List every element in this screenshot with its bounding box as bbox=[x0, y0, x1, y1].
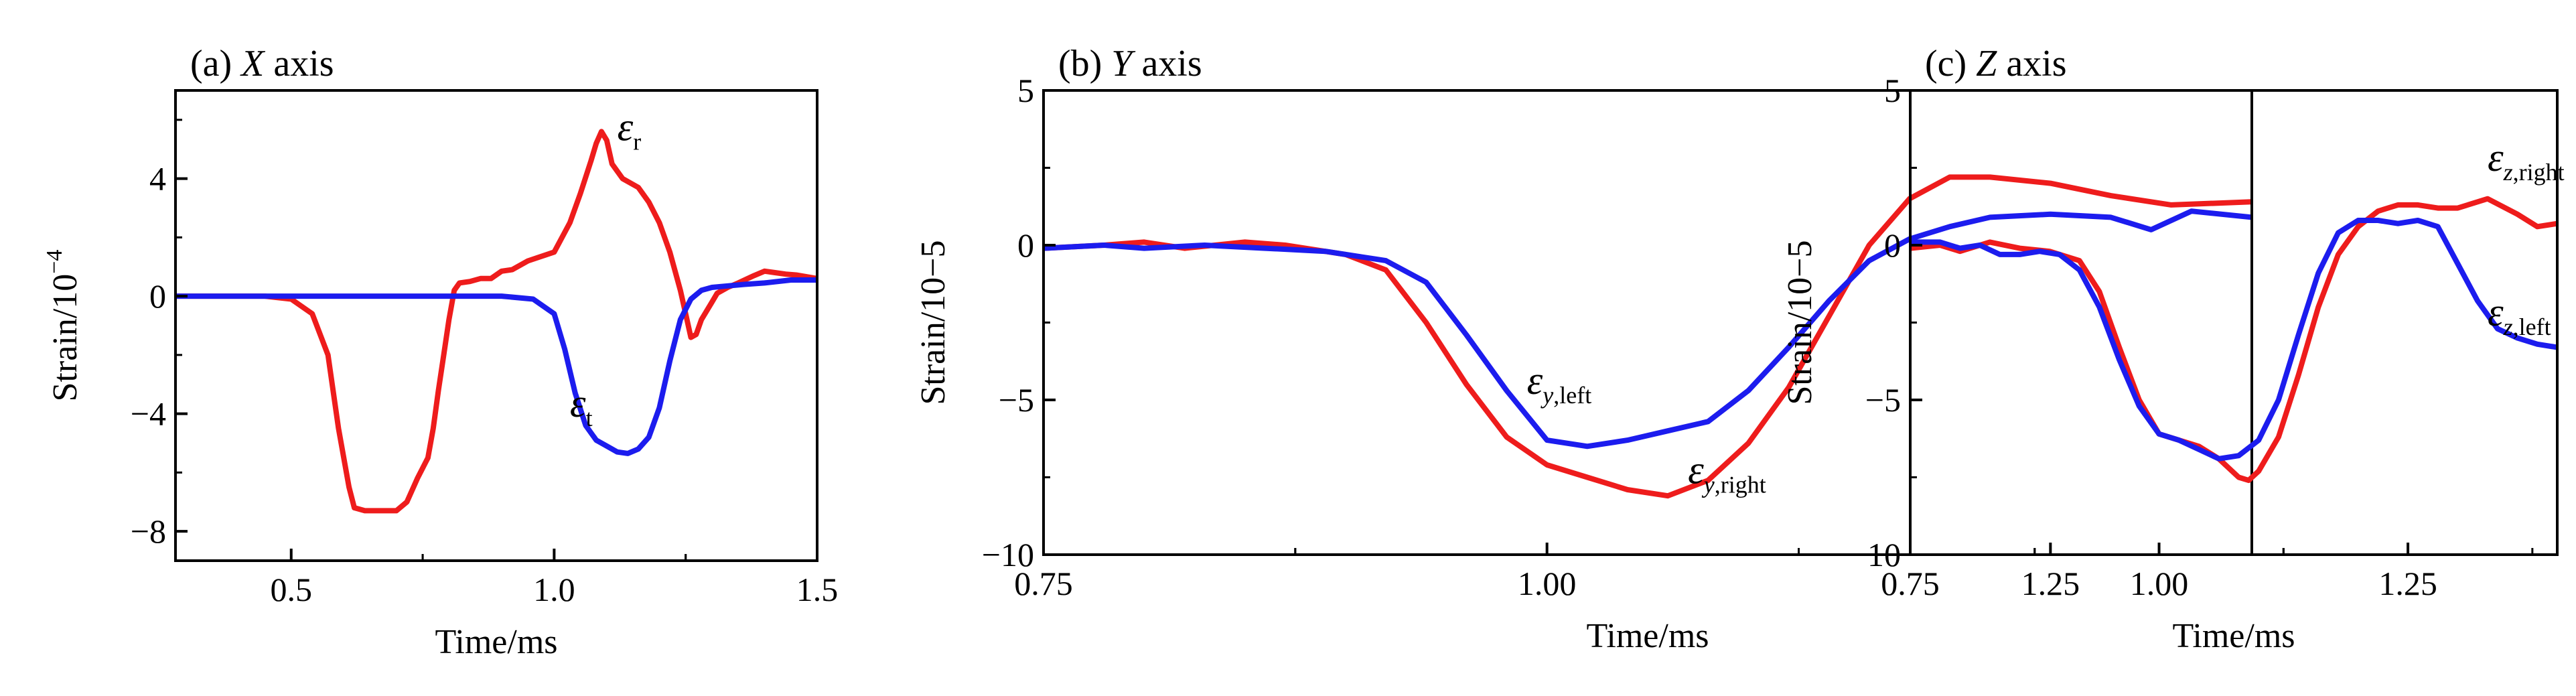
x-tick-label: 0.75 bbox=[1881, 565, 1940, 602]
series-label-blue: εt bbox=[570, 381, 593, 431]
series-label-red: εy,right bbox=[1688, 448, 1766, 498]
panel-title: (a) X axis bbox=[190, 43, 334, 84]
x-tick-label: 1.25 bbox=[2021, 565, 2080, 602]
x-axis-label: Time/ms bbox=[1586, 617, 1709, 655]
x-tick-label: 1.5 bbox=[796, 571, 839, 608]
series-label-red: εr bbox=[618, 105, 642, 155]
plot-frame bbox=[1909, 89, 2559, 556]
x-axis-label: Time/ms bbox=[2172, 617, 2295, 655]
y-tick-label: −8 bbox=[131, 512, 166, 550]
chart-panel-3: 0.75 1.00 1.25 −10 −5 0 5 Time/ms Strain/10−5 (c)… bbox=[1781, 43, 2565, 655]
x-tick-label: 0.5 bbox=[271, 571, 313, 608]
chart-panel-2: 0.75 1.00 1.25 −10 −5 0 5 Time/ms Strain/10−5 (b)… bbox=[914, 43, 2253, 655]
panel-title: (b) Y axis bbox=[1058, 43, 1202, 84]
series-label-red: εz,right bbox=[2488, 135, 2565, 186]
series-line-blue bbox=[1044, 208, 2252, 449]
x-tick-label: 1.25 bbox=[2378, 565, 2437, 602]
chart-panel-1: 0.5 1.0 1.5 −8 −4 0 4 Time/ms Strain/10−4 (a) X a… bbox=[42, 43, 838, 661]
series-label-blue: εz,left bbox=[2488, 290, 2551, 340]
series-line-red bbox=[1044, 174, 2252, 499]
y-tick-label: 4 bbox=[149, 160, 166, 198]
series-label-blue: εy,left bbox=[1527, 358, 1592, 409]
y-tick-label: 0 bbox=[1884, 226, 1901, 264]
series-line-blue bbox=[175, 277, 817, 456]
plot-frame bbox=[1042, 89, 2253, 556]
panel-title: (c) Z axis bbox=[1925, 43, 2067, 84]
series-line-red bbox=[175, 129, 817, 514]
y-axis-label: Strain/10−5 bbox=[1781, 240, 1819, 405]
y-axis-label: Strain/10−4 bbox=[42, 250, 84, 402]
y-tick-label: −10 bbox=[1849, 536, 1901, 573]
x-tick-label: 0.75 bbox=[1014, 565, 1073, 602]
series-line-red bbox=[1910, 196, 2557, 484]
x-tick-label: 1.00 bbox=[2130, 565, 2189, 602]
y-tick-label: −4 bbox=[131, 395, 166, 433]
plot-frame bbox=[174, 89, 818, 562]
y-tick-label: −10 bbox=[982, 536, 1034, 573]
y-tick-label: 0 bbox=[149, 277, 166, 315]
series-line-blue bbox=[1910, 218, 2557, 462]
y-axis-label: Strain/10−5 bbox=[914, 240, 952, 405]
y-tick-label: −5 bbox=[999, 381, 1034, 419]
y-tick-label: 5 bbox=[1017, 72, 1034, 109]
y-tick-label: 5 bbox=[1884, 72, 1901, 109]
x-tick-label: 1.0 bbox=[533, 571, 575, 608]
x-axis-label: Time/ms bbox=[435, 623, 557, 661]
y-tick-label: 0 bbox=[1017, 226, 1034, 264]
y-tick-label: −5 bbox=[1865, 381, 1901, 419]
x-tick-label: 1.00 bbox=[1518, 565, 1577, 602]
